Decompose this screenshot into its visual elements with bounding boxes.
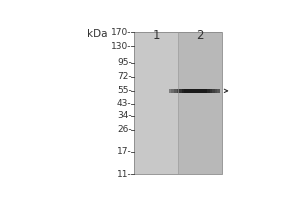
Bar — [205, 89, 207, 93]
Bar — [197, 89, 200, 93]
Text: kDa: kDa — [86, 29, 107, 39]
Bar — [215, 89, 217, 93]
Text: 55-: 55- — [117, 86, 132, 95]
Bar — [134, 32, 222, 174]
Bar — [192, 89, 194, 93]
Bar — [218, 89, 220, 93]
Text: 43-: 43- — [117, 99, 132, 108]
Text: 2: 2 — [196, 29, 204, 42]
Bar — [202, 89, 205, 93]
Bar — [182, 89, 184, 93]
Bar — [189, 89, 192, 93]
Text: 95-: 95- — [117, 58, 132, 67]
Text: 130-: 130- — [111, 42, 132, 51]
Bar — [174, 89, 176, 93]
Bar — [169, 89, 171, 93]
Text: 170-: 170- — [111, 28, 132, 37]
Text: 17-: 17- — [117, 147, 132, 156]
Bar — [210, 89, 212, 93]
Text: 1: 1 — [152, 29, 160, 42]
Bar — [187, 89, 189, 93]
Bar — [184, 89, 187, 93]
Bar — [134, 32, 178, 174]
Text: 72-: 72- — [117, 72, 132, 81]
Bar — [194, 89, 197, 93]
Bar — [178, 32, 222, 174]
Bar — [212, 89, 215, 93]
Bar — [171, 89, 174, 93]
Text: 26-: 26- — [117, 125, 132, 134]
Text: 11-: 11- — [117, 170, 132, 179]
Bar — [207, 89, 210, 93]
Bar — [200, 89, 202, 93]
Bar — [179, 89, 182, 93]
Text: 34-: 34- — [117, 111, 132, 120]
Bar — [176, 89, 179, 93]
